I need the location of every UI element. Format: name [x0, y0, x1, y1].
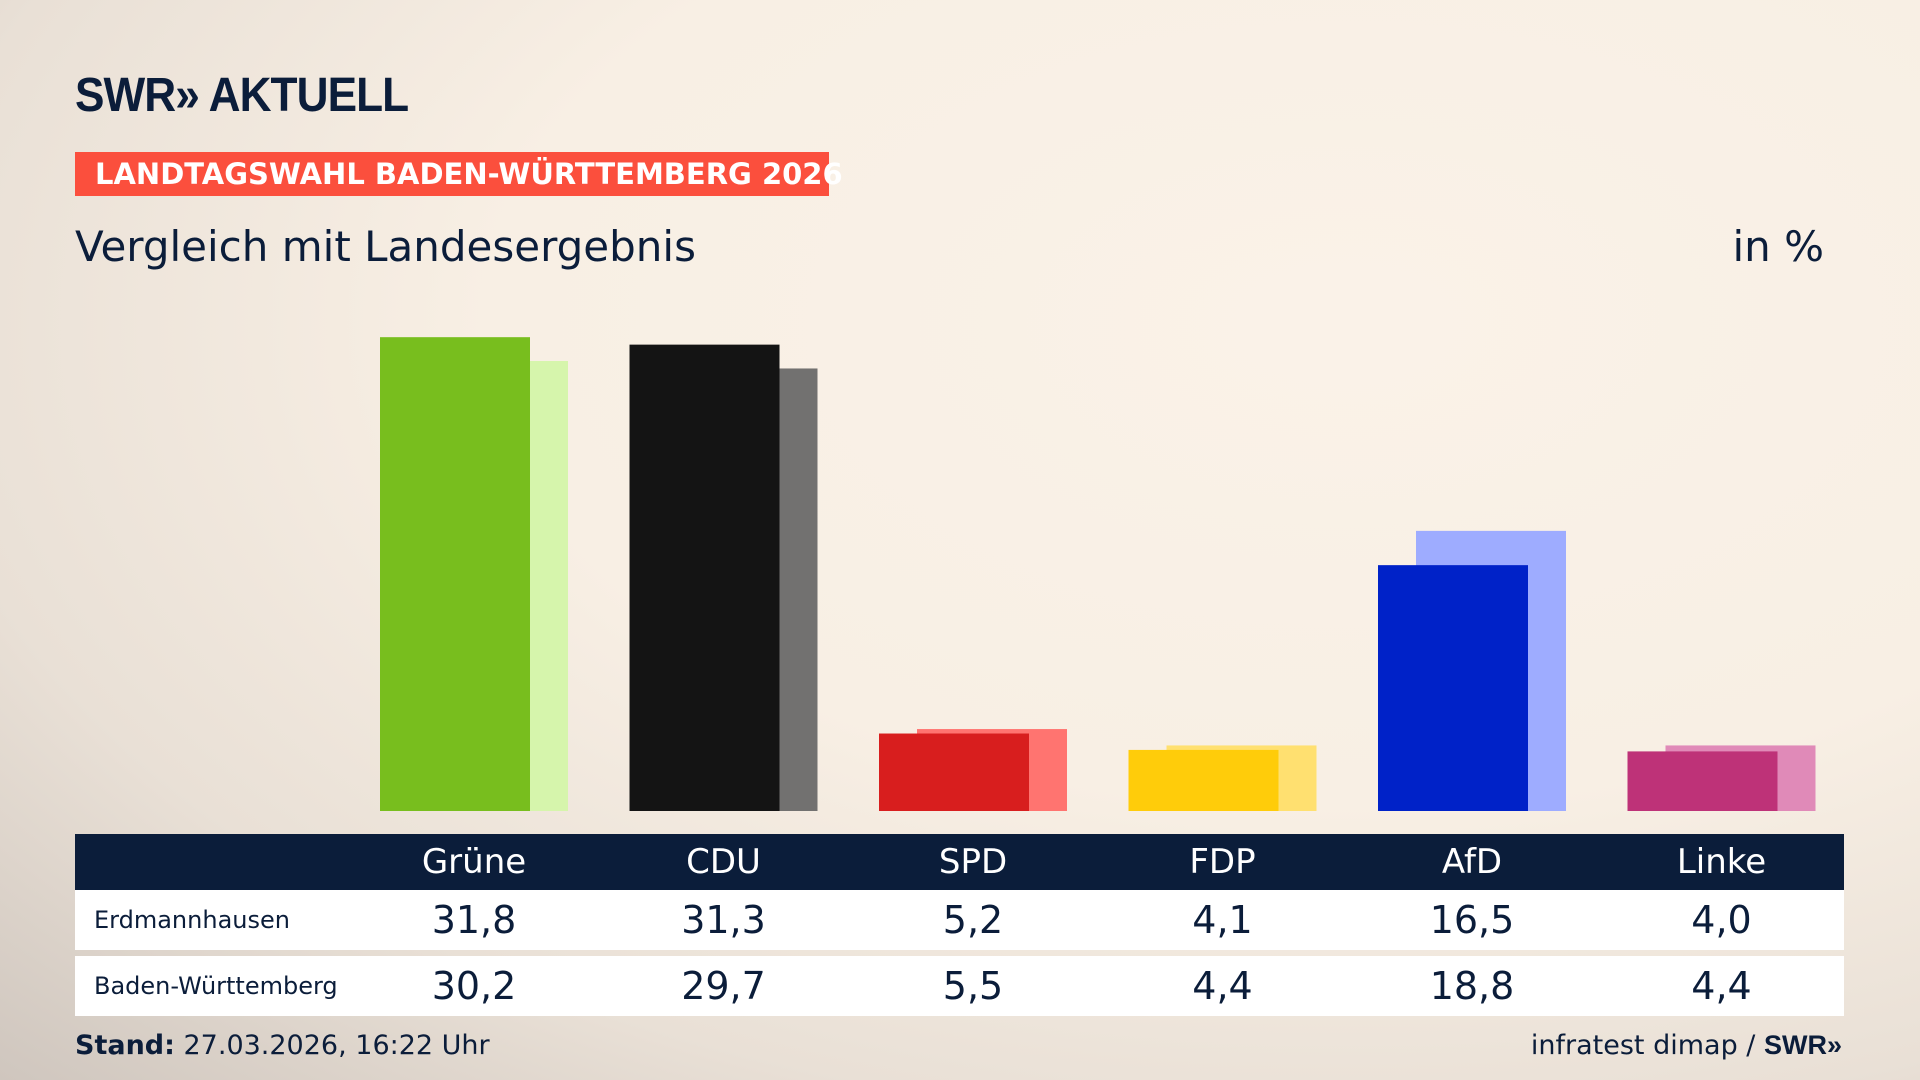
table-row-baden-wuerttemberg: Baden-Württemberg 30,2 29,7 5,5 4,4 18,8 4,4 [75, 956, 1844, 1016]
value-cell: 4,4 [1691, 964, 1752, 1008]
column-header: CDU [686, 842, 761, 882]
table-row-erdmannhausen: Erdmannhausen 31,8 31,3 5,2 4,1 16,5 4,0 [75, 890, 1844, 950]
stand-value: 27.03.2026, 16:22 Uhr [174, 1030, 490, 1061]
value-cell: 31,3 [681, 898, 766, 942]
bar-erdmannhausen-4 [1378, 565, 1528, 811]
value-cell: 4,4 [1192, 964, 1253, 1008]
value-cell: 18,8 [1429, 964, 1515, 1008]
bar-erdmannhausen-3 [1128, 749, 1279, 811]
swr-aktuell-logo: SWR» AKTUELL [75, 69, 409, 122]
unit-label: in % [1732, 222, 1824, 271]
column-header: FDP [1189, 842, 1256, 882]
stand-label: Stand: [75, 1030, 175, 1061]
column-header: SPD [938, 842, 1008, 882]
bar-chart [380, 337, 1816, 811]
table-header: Grüne CDU SPD FDP AfD Linke [75, 834, 1844, 890]
bar-erdmannhausen-5 [1627, 751, 1778, 811]
value-cell: 16,5 [1429, 898, 1515, 942]
election-banner: LANDTAGSWAHL BADEN-WÜRTTEMBERG 2026 [75, 152, 843, 196]
swr-logo: SWR» [1763, 1030, 1842, 1060]
value-cell: 4,0 [1691, 898, 1752, 942]
column-header: Linke [1676, 842, 1767, 882]
column-header: Grüne [421, 842, 527, 882]
value-cell: 5,2 [942, 898, 1004, 942]
value-cell: 4,1 [1192, 898, 1253, 942]
value-cell: 31,8 [431, 898, 517, 942]
source: infratest dimap / SWR» [1531, 1030, 1842, 1061]
value-cell: 30,2 [431, 964, 517, 1008]
value-cell: 29,7 [681, 964, 766, 1008]
bar-erdmannhausen-0 [380, 337, 530, 811]
row-label: Erdmannhausen [94, 906, 290, 934]
row-label: Baden-Württemberg [94, 972, 338, 1000]
timestamp: Stand: 27.03.2026, 16:22 Uhr [75, 1030, 490, 1061]
bar-erdmannhausen-1 [629, 344, 780, 811]
column-header: AfD [1441, 842, 1503, 882]
chart-subtitle: Vergleich mit Landesergebnis [75, 222, 696, 271]
bar-erdmannhausen-2 [879, 733, 1029, 811]
value-cell: 5,5 [942, 964, 1004, 1008]
source-text: infratest dimap / [1530, 1030, 1764, 1061]
